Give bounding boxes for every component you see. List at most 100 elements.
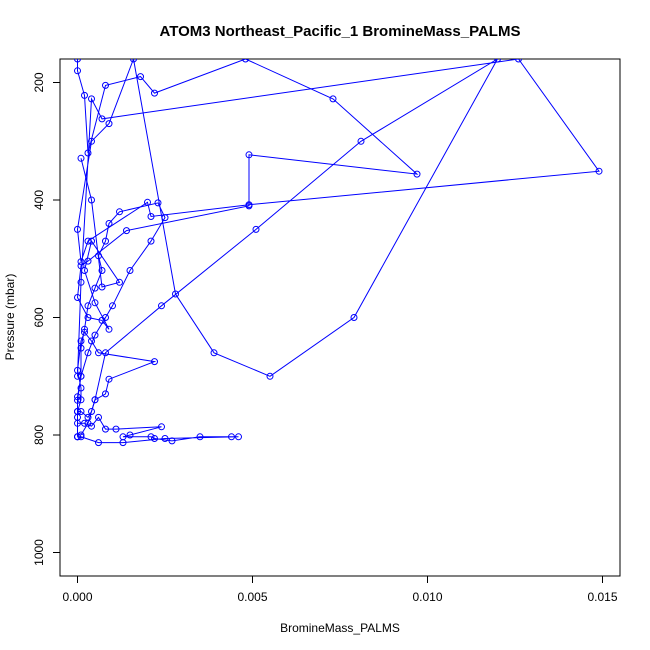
plot-frame <box>59 58 621 577</box>
data-point <box>357 137 365 145</box>
x-axis-label: BromineMass_PALMS <box>280 621 400 635</box>
data-point <box>84 237 92 245</box>
data-point <box>350 314 358 321</box>
data-point <box>158 423 165 431</box>
data-point <box>151 358 158 366</box>
data-point <box>88 337 95 345</box>
data-point <box>88 137 95 145</box>
x-tick-label: 0.005 <box>237 590 267 604</box>
data-point <box>84 314 92 321</box>
data-point <box>119 439 127 447</box>
data-point <box>161 435 169 442</box>
data-point <box>105 375 113 383</box>
data-point <box>494 59 501 63</box>
data-point <box>77 384 85 392</box>
data-point <box>123 227 130 235</box>
x-tick-label: 0.000 <box>62 590 92 604</box>
data-point <box>252 225 260 233</box>
data-point <box>88 196 95 204</box>
y-tick-label: 200 <box>32 72 46 92</box>
data-point <box>105 220 113 227</box>
data-point <box>77 154 85 162</box>
data-point <box>144 198 151 206</box>
data-point <box>74 67 81 75</box>
data-point <box>102 349 109 357</box>
data-point <box>81 325 88 333</box>
data-point <box>172 290 179 298</box>
data-point <box>91 284 99 292</box>
data-point <box>81 91 88 99</box>
data-point <box>245 151 253 159</box>
chart-title: ATOM3 Northeast_Pacific_1 BromineMass_PA… <box>160 23 521 40</box>
data-point <box>84 302 92 310</box>
data-point <box>77 431 85 439</box>
data-point <box>228 433 235 441</box>
data-point <box>91 299 99 307</box>
x-axis: 0.000 0.005 0.010 0.015 <box>62 576 618 604</box>
data-point <box>98 267 106 274</box>
data-point <box>74 225 81 233</box>
data-point <box>130 59 137 63</box>
data-point <box>77 258 85 266</box>
data-point <box>77 262 85 270</box>
data-point <box>98 316 106 324</box>
data-point <box>102 425 109 433</box>
series-line-1 <box>76 202 239 444</box>
data-point <box>81 328 88 336</box>
data-point <box>84 349 92 357</box>
data-point <box>74 396 81 404</box>
y-tick-label: 1000 <box>32 539 46 566</box>
data-point <box>595 167 603 175</box>
data-point <box>245 201 253 209</box>
data-point <box>84 419 92 427</box>
data-point <box>154 199 162 207</box>
data-point <box>95 349 102 357</box>
data-point <box>196 433 204 441</box>
y-tick-label: 600 <box>32 307 46 327</box>
x-tick-label: 0.010 <box>412 590 442 604</box>
data-point <box>74 433 81 441</box>
data-point <box>413 170 421 178</box>
data-point <box>126 431 134 439</box>
data-point <box>91 331 99 339</box>
data-point <box>147 213 155 220</box>
data-point <box>147 237 155 245</box>
y-axis-label: Pressure (mbar) <box>3 274 17 361</box>
data-point <box>102 390 109 398</box>
data-point <box>74 59 81 63</box>
data-point <box>112 425 120 433</box>
data-point <box>95 439 102 447</box>
data-point <box>77 408 85 415</box>
data-point <box>88 95 95 103</box>
data-point <box>210 349 218 357</box>
data-point <box>105 325 113 333</box>
data-point <box>242 59 249 63</box>
data-point <box>151 89 158 97</box>
data-point <box>126 267 134 274</box>
series-line-2 <box>76 59 419 330</box>
data-point <box>515 59 522 63</box>
data-point <box>77 278 85 286</box>
data-point <box>102 237 109 245</box>
y-tick-label: 400 <box>32 190 46 210</box>
data-point <box>74 372 81 380</box>
data-point <box>109 302 116 310</box>
data-point <box>77 344 85 352</box>
series-line-3 <box>76 59 600 436</box>
data-point <box>77 337 85 345</box>
data-point <box>74 419 81 427</box>
data-point <box>102 81 109 89</box>
data-point <box>266 372 274 380</box>
data-point <box>168 437 176 445</box>
data-point <box>105 120 113 128</box>
data-point <box>116 278 123 286</box>
x-tick-label: 0.015 <box>587 590 617 604</box>
y-axis: 200 400 600 800 1000 <box>32 72 60 566</box>
data-point <box>147 433 155 441</box>
data-point <box>151 435 158 442</box>
data-point <box>158 302 165 310</box>
data-point <box>98 115 106 123</box>
data-point <box>95 413 102 421</box>
data-point <box>88 408 95 415</box>
